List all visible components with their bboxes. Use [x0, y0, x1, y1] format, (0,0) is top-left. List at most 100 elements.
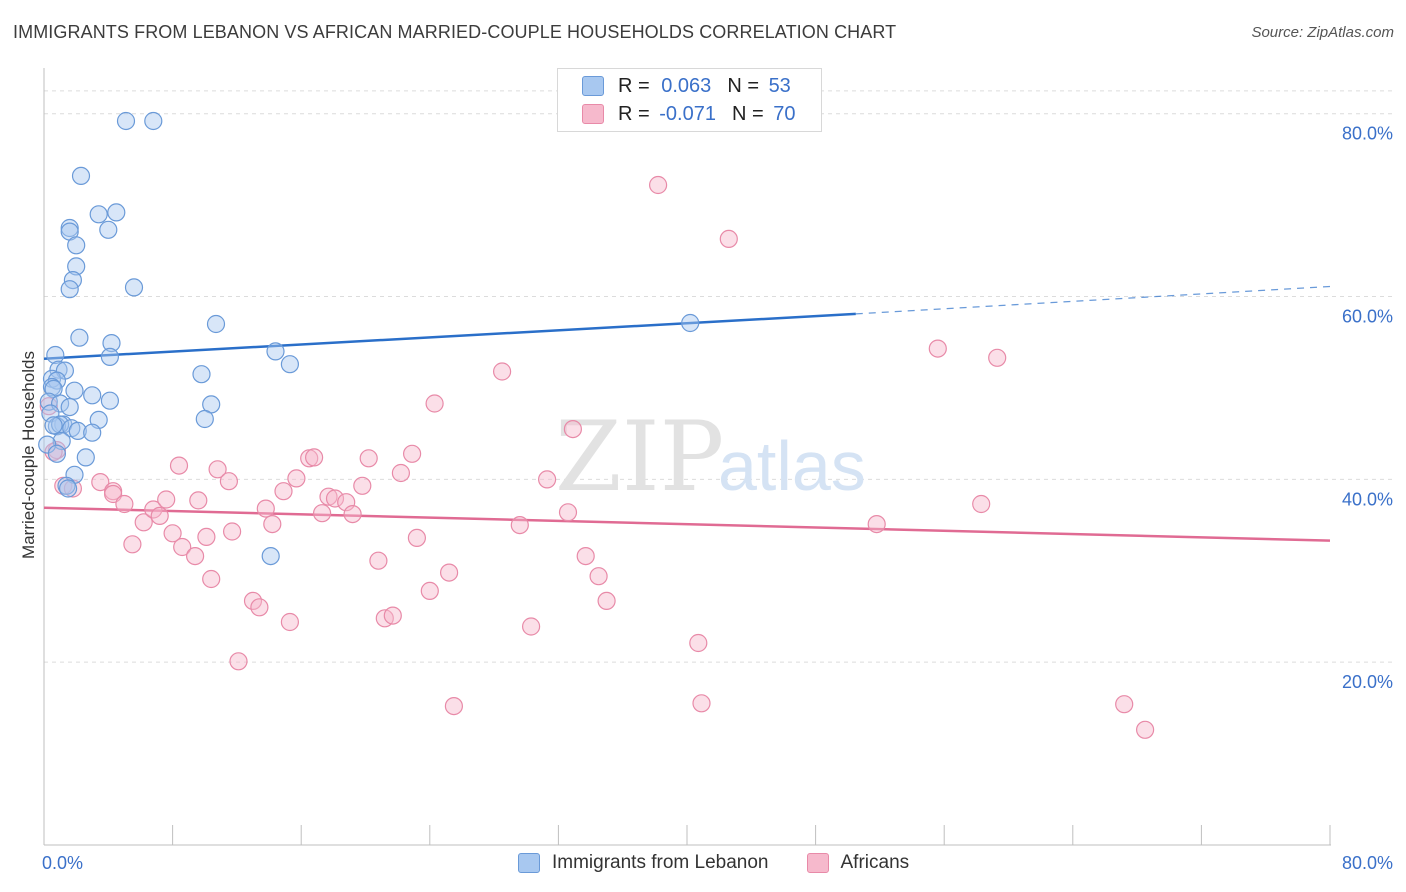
y-tick-label: 20.0%: [1342, 672, 1393, 692]
point-africans: [689, 633, 708, 653]
point-lebanon: [102, 334, 121, 353]
r-label: R =: [618, 102, 650, 125]
point-africans: [263, 514, 282, 534]
point-africans: [440, 563, 459, 582]
point-africans: [169, 456, 189, 475]
point-lebanon: [192, 365, 211, 384]
point-africans: [189, 491, 208, 510]
point-africans: [353, 476, 372, 495]
point-lebanon: [100, 391, 120, 410]
point-lebanon: [83, 423, 102, 442]
point-lebanon: [60, 398, 79, 417]
point-lebanon: [124, 278, 144, 297]
point-africans: [359, 449, 378, 468]
point-lebanon: [65, 381, 84, 400]
y-axis-label: Married-couple Households: [19, 351, 38, 559]
point-lebanon: [47, 444, 67, 463]
point-africans: [692, 694, 711, 713]
point-africans: [648, 175, 668, 195]
point-africans: [403, 444, 422, 463]
point-africans: [208, 460, 227, 479]
point-lebanon: [116, 111, 136, 131]
axes: [43, 68, 1331, 846]
point-africans: [563, 420, 583, 439]
stats-legend-row-lebanon: R = 0.063 N = 53: [582, 74, 791, 98]
point-africans: [444, 696, 463, 716]
legend-item-lebanon[interactable]: Immigrants from Lebanon: [518, 852, 769, 874]
point-africans: [928, 339, 947, 358]
watermark-atlas: atlas: [718, 427, 866, 505]
point-lebanon: [70, 328, 89, 347]
gridlines: [44, 90, 1392, 663]
point-lebanon: [67, 236, 86, 255]
trend-line-lebanon-extension: [855, 285, 1331, 315]
point-africans: [313, 504, 332, 523]
point-africans: [223, 522, 242, 541]
point-africans: [558, 503, 578, 522]
point-africans: [134, 513, 153, 532]
point-africans: [369, 551, 388, 570]
point-africans: [383, 606, 402, 625]
point-lebanon: [99, 220, 118, 239]
point-lebanon: [280, 355, 299, 374]
point-africans: [202, 569, 221, 589]
point-africans: [280, 612, 299, 632]
y-axis-label-container: Married-couple Households: [19, 0, 39, 892]
point-lebanon: [144, 111, 163, 131]
point-africans: [173, 537, 192, 557]
n-label: N =: [727, 74, 759, 97]
point-lebanon: [681, 313, 700, 333]
point-lebanon: [89, 205, 108, 224]
point-lebanon: [195, 409, 214, 429]
point-lebanon: [68, 421, 87, 440]
point-africans: [91, 473, 110, 492]
point-africans: [589, 567, 608, 586]
point-africans: [343, 504, 362, 524]
source-label[interactable]: Source: ZipAtlas.com: [1251, 24, 1394, 41]
legend-swatch-lebanon: [518, 853, 540, 873]
point-africans: [510, 515, 529, 535]
n-value: 53: [768, 74, 791, 97]
point-africans: [287, 469, 306, 488]
point-africans: [325, 489, 345, 508]
point-africans: [274, 482, 293, 501]
point-africans: [493, 362, 512, 381]
trend-line-lebanon: [43, 312, 856, 360]
point-africans: [576, 546, 595, 566]
point-africans: [988, 348, 1007, 367]
legend-label-africans: Africans: [840, 852, 910, 873]
series-legend: Immigrants from Lebanon Africans: [518, 852, 947, 874]
point-africans: [425, 394, 444, 413]
legend-item-africans[interactable]: Africans: [806, 852, 910, 874]
point-africans: [256, 499, 275, 518]
point-africans: [521, 617, 541, 636]
point-lebanon: [71, 166, 91, 185]
point-africans: [407, 528, 426, 548]
watermark: ZIP atlas: [555, 401, 866, 513]
tick-labels: 20.0% 40.0% 60.0% 80.0% 0.0% 80.0%: [42, 124, 1393, 873]
stats-legend-row-africans: R = -0.071 N = 70: [582, 102, 795, 126]
point-africans: [537, 470, 557, 489]
x-tick-label: 0.0%: [42, 853, 83, 873]
n-value: 70: [773, 102, 796, 125]
legend-swatch-africans: [806, 853, 829, 873]
x-tick-label: 80.0%: [1342, 853, 1393, 873]
r-label: R =: [618, 74, 650, 97]
point-africans: [229, 652, 248, 671]
point-africans: [186, 546, 205, 566]
y-tick-label: 60.0%: [1342, 307, 1393, 327]
point-africans: [219, 472, 238, 491]
point-lebanon: [100, 347, 120, 366]
point-lebanon: [38, 435, 57, 454]
point-lebanon: [261, 546, 280, 566]
legend-label-lebanon: Immigrants from Lebanon: [552, 852, 769, 873]
point-africans: [250, 598, 269, 617]
point-lebanon: [206, 314, 226, 334]
legend-swatch-lebanon: [582, 76, 604, 96]
point-africans: [39, 397, 58, 416]
point-africans: [391, 463, 410, 483]
point-africans: [1135, 720, 1155, 739]
r-value: -0.071: [659, 102, 716, 125]
point-lebanon: [266, 342, 285, 361]
point-lebanon: [58, 479, 78, 498]
